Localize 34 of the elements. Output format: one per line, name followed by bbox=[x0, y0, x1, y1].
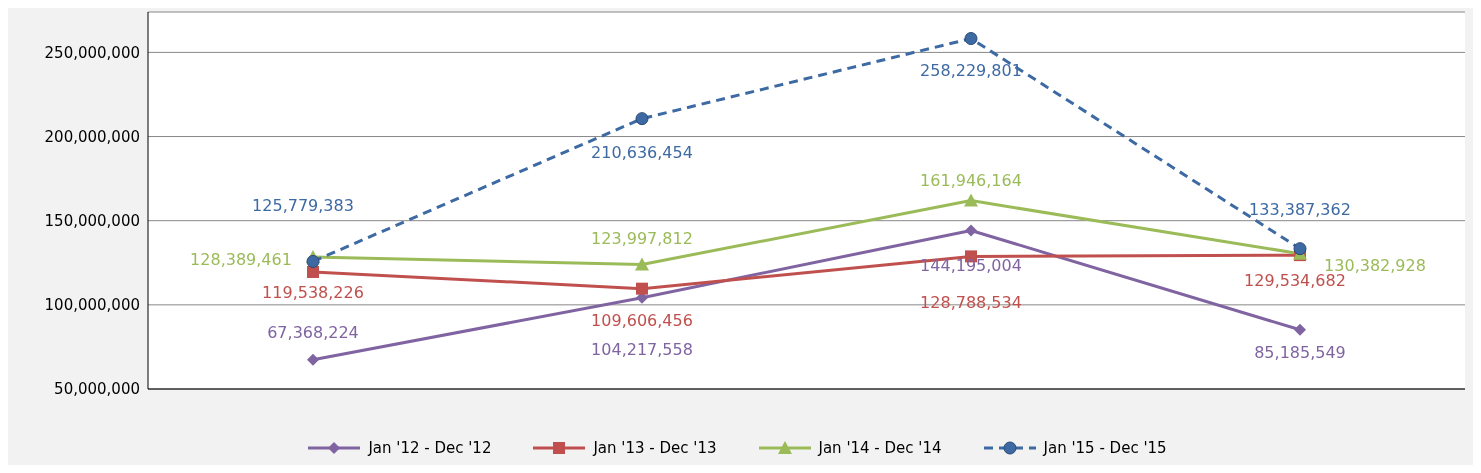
point bbox=[964, 32, 978, 46]
data-label: 210,636,454 bbox=[591, 143, 693, 163]
data-label: 133,387,362 bbox=[1249, 200, 1351, 220]
legend-label: Jan '14 - Dec '14 bbox=[818, 439, 942, 457]
data-label: 258,229,801 bbox=[920, 61, 1022, 81]
y-tick-label: 150,000,000 bbox=[44, 212, 140, 231]
data-label: 144,195,004 bbox=[920, 255, 1022, 275]
data-label: 125,779,383 bbox=[252, 195, 354, 215]
point bbox=[1293, 242, 1307, 256]
data-label: 104,217,558 bbox=[591, 340, 693, 360]
point bbox=[964, 193, 978, 207]
point bbox=[306, 254, 320, 268]
y-tick-label: 250,000,000 bbox=[44, 43, 140, 62]
point bbox=[1294, 323, 1306, 336]
y-tick-label: 50,000,000 bbox=[54, 380, 140, 399]
data-label: 67,368,224 bbox=[267, 323, 359, 343]
point bbox=[635, 257, 649, 271]
data-label: 128,389,461 bbox=[190, 249, 292, 269]
legend-label: Jan '12 - Dec '12 bbox=[368, 439, 492, 457]
data-label: 109,606,456 bbox=[591, 311, 693, 331]
legend-label: Jan '15 - Dec '15 bbox=[1043, 439, 1167, 457]
data-label: 119,538,226 bbox=[262, 283, 364, 303]
point bbox=[635, 112, 649, 126]
y-tick-label: 200,000,000 bbox=[44, 127, 140, 146]
y-tick-label: 100,000,000 bbox=[44, 296, 140, 315]
point bbox=[965, 224, 977, 237]
data-label: 123,997,812 bbox=[591, 228, 693, 248]
data-label: 161,946,164 bbox=[920, 171, 1022, 191]
point bbox=[636, 282, 648, 295]
data-label: 85,185,549 bbox=[1254, 343, 1346, 363]
point bbox=[307, 353, 319, 366]
point bbox=[307, 265, 319, 278]
legend-label: Jan '13 - Dec '13 bbox=[593, 439, 717, 457]
data-label: 128,788,534 bbox=[920, 292, 1022, 312]
